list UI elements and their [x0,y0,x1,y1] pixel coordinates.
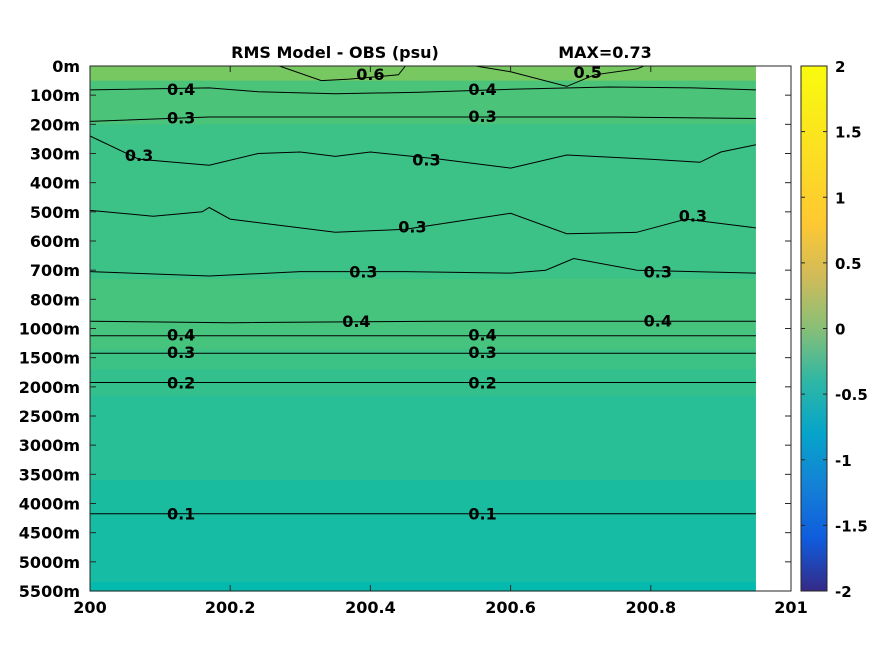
contour-line [89,116,756,122]
contour-line [89,86,756,95]
contour-label: 0.3 [125,146,153,165]
contour-line [89,320,756,324]
y-tick-label: 500m [30,203,80,222]
x-tick-label: 200.8 [625,598,676,617]
y-tick-label: 300m [30,145,80,164]
colorbar-tick-label: 0.5 [835,255,862,273]
colorbar-tick-label: -0.5 [835,386,868,404]
value-band [90,582,756,592]
y-tick-label: 600m [30,232,80,251]
y-tick-label: 4000m [19,495,80,514]
y-tick-label: 2000m [19,378,80,397]
value-bands [90,66,756,592]
colorbar-ticks: 2 1.5 1 0.5 0 -0.5 -1 -1.5 -2 [801,58,868,601]
contour-label: 0.2 [167,373,195,392]
y-tick-label: 0m [52,57,80,76]
y-tick-label: 800m [30,290,80,309]
colorbar-tick-label: 2 [835,58,845,76]
contour-label: 0.3 [644,263,672,282]
x-tick-label: 200.6 [485,598,536,617]
y-tick-label: 3500m [19,465,80,484]
contour-label: 0.3 [468,107,496,126]
value-band [90,278,756,350]
colorbar-tick-label: 1 [835,189,845,207]
colorbar-tick-label: 1.5 [835,124,862,142]
y-tick-label: 4500m [19,524,80,543]
contour-label: 0.3 [167,109,195,128]
y-tick-label: 100m [30,86,80,105]
y-tick-label: 1000m [19,320,80,339]
y-tick-label: 2500m [19,407,80,426]
colorbar: 2 1.5 1 0.5 0 -0.5 -1 -1.5 -2 [800,58,868,601]
x-tick-label: 201 [774,598,807,617]
x-axis: 200 200.2 200.4 200.6 200.8 201 [73,66,808,617]
contour-label: 0.5 [574,63,602,82]
y-tick-label: 5500m [19,582,80,601]
value-band [90,518,756,583]
contour-label: 0.1 [468,505,496,524]
value-band [90,395,756,481]
contour-label: 0.6 [356,65,384,84]
value-band [90,480,756,519]
contour-label: 0.4 [167,325,195,344]
y-tick-label: 3000m [19,436,80,455]
contour-label: 0.1 [167,505,195,524]
value-band [90,348,756,370]
y-tick-label: 5000m [19,553,80,572]
contour-label: 0.4 [167,80,195,99]
colorbar-tick-label: -1.5 [835,517,868,535]
contour-label: 0.3 [468,343,496,362]
contour-line [89,135,757,169]
value-band [90,124,756,280]
contour-labels: 0.6 0.50.4 0.40.3 0.30.3 0.30.30.30.3 0.30.4 0… [125,63,707,524]
contour-line [89,206,756,235]
contour-label: 0.3 [412,150,440,169]
contour-label: 0.3 [349,263,377,282]
contour-label: 0.4 [342,312,370,331]
colorbar-tick-label: 0 [835,321,845,339]
contour-label: 0.3 [167,343,195,362]
plot-area: 0.6 0.50.4 0.40.3 0.30.3 0.30.30.30.3 0.30.4 0… [89,63,792,592]
contour-label: 0.3 [398,217,426,236]
contour-label: 0.4 [468,80,496,99]
colorbar-tick-label: -2 [835,583,852,601]
max-label: MAX=0.73 [558,43,652,62]
contour-label: 0.2 [468,373,496,392]
x-tick-label: 200.4 [345,598,396,617]
x-tick-label: 200.2 [205,598,256,617]
y-tick-label: 200m [30,115,80,134]
y-axis: 0m 100m 200m 300m 400m 500m 600m 700m 800m 1000m 1… [19,57,791,601]
y-tick-label: 400m [30,174,80,193]
y-tick-label: 1500m [19,349,80,368]
y-tick-label: 700m [30,261,80,280]
contour-label: 0.3 [679,206,707,225]
contour-label: 0.4 [644,311,672,330]
contour-line [279,65,406,82]
contour-lines [89,65,757,515]
x-tick-label: 200 [73,598,106,617]
contour-label: 0.4 [468,325,496,344]
colorbar-tick-label: -1 [835,452,852,470]
chart-title: RMS Model - OBS (psu) [231,43,439,62]
contour-line [89,257,756,277]
contour-line [475,65,644,87]
